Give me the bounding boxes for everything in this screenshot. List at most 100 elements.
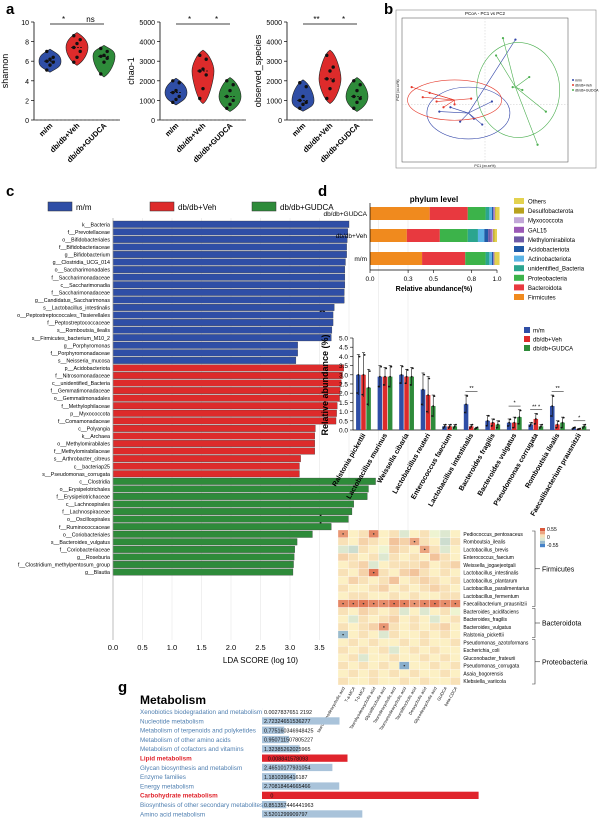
heatmap-cell xyxy=(419,560,430,569)
heatmap-cell xyxy=(419,584,430,593)
category-label: Xenobiotics biodegradation and metabolis… xyxy=(140,709,262,716)
data-point xyxy=(352,106,356,110)
legend-label: unidentified_Bacteria xyxy=(528,267,585,273)
data-point xyxy=(400,373,403,376)
heatmap-cell xyxy=(450,622,461,631)
sig-marker xyxy=(342,533,344,535)
data-point xyxy=(171,90,175,95)
heatmap-cell xyxy=(450,591,461,600)
y-tick-label: 4.0 xyxy=(339,354,348,361)
x-tick-label: m/m xyxy=(37,121,55,139)
stack-segment xyxy=(493,207,495,220)
metabolism-bar xyxy=(262,726,285,734)
lda-bar xyxy=(112,266,346,274)
legend-label: Acidobacteriota xyxy=(528,248,570,254)
bar-label: k__Bacteria xyxy=(82,222,110,228)
heatmap-cell xyxy=(409,622,420,631)
data-point xyxy=(498,420,500,423)
data-point xyxy=(45,49,49,54)
heatmap-cell xyxy=(419,638,430,647)
lda-bar xyxy=(112,424,316,432)
row-label: Escherichia_coli xyxy=(463,648,499,654)
y-axis-title: shannon xyxy=(0,54,10,89)
lda-bar xyxy=(112,538,298,546)
value-label: 0.008841578093 xyxy=(268,756,308,762)
stack-segment xyxy=(485,252,490,265)
heatmap-cell xyxy=(348,576,359,585)
group-label: Bacteroidota xyxy=(542,621,581,628)
sig-label: * xyxy=(215,15,218,24)
abundance-bar xyxy=(361,374,366,430)
data-point xyxy=(447,427,450,429)
sig-label: ns xyxy=(86,15,94,24)
data-point xyxy=(540,425,542,428)
legend-label: db/db+Veh xyxy=(533,338,562,344)
spider-line xyxy=(439,111,469,114)
lda-bar xyxy=(112,523,332,531)
bar-label: o__Gemmatimonadales xyxy=(54,396,111,402)
data-point xyxy=(448,425,451,428)
heatmap-cell xyxy=(399,576,410,585)
metabolism-bar xyxy=(262,773,296,781)
sig-marker xyxy=(372,602,375,605)
data-point xyxy=(201,86,205,91)
lda-bar xyxy=(112,409,337,417)
bar-label: c__Lachnospirales xyxy=(66,502,111,508)
data-point xyxy=(470,425,473,428)
heatmap-cell xyxy=(419,576,430,585)
data-point xyxy=(225,79,229,83)
heatmap-cell xyxy=(337,553,349,562)
heatmap-cell xyxy=(348,591,359,600)
legend-swatch xyxy=(514,255,524,262)
data-point xyxy=(555,426,558,429)
data-point xyxy=(463,411,466,414)
data-point xyxy=(99,72,103,76)
heatmap-cell xyxy=(358,646,369,655)
data-point xyxy=(493,418,495,421)
data-point xyxy=(538,427,541,429)
y-tick-label: 3.0 xyxy=(339,372,348,379)
data-point xyxy=(304,100,308,105)
spider-line xyxy=(443,99,455,108)
category-label: Amino acid metabolism xyxy=(140,811,205,818)
y-tick-label: 1000 xyxy=(139,98,155,105)
heatmap-cell xyxy=(337,677,349,686)
data-point xyxy=(531,421,533,424)
heatmap-cell xyxy=(368,584,379,593)
data-point xyxy=(356,392,359,394)
data-point xyxy=(465,403,467,406)
data-point xyxy=(428,91,431,94)
heatmap-cell xyxy=(388,677,400,686)
sig-label: * xyxy=(342,15,345,24)
lda-bar xyxy=(112,364,344,372)
legend-label: db/db+GUDCA xyxy=(280,203,334,212)
row-label: Ralstonia_pickettii xyxy=(463,633,503,639)
x-axis-title: Relative abundance(%) xyxy=(396,286,473,293)
heatmap-cell xyxy=(399,646,410,655)
bar-label: o__Oscillospirales xyxy=(67,517,110,523)
lda-bar xyxy=(112,432,315,440)
bar-label: p__Acidobacteriota xyxy=(65,366,110,372)
legend-swatch xyxy=(514,274,524,281)
bar-label: f__Coriobacteriaceae xyxy=(60,547,110,553)
heatmap-cell xyxy=(450,553,461,562)
lda-bar xyxy=(112,356,297,364)
data-point xyxy=(486,419,489,422)
bar-label: s__Bacteroides_vulgatus xyxy=(51,540,111,546)
data-point xyxy=(355,100,359,105)
row-label: Asaia_bogorensis xyxy=(463,671,503,677)
bar-label: s__Arthrobacter_citreus xyxy=(54,457,111,463)
category-label: m/m xyxy=(354,256,367,263)
row-label: Lactobacillus_intestinalis xyxy=(463,571,519,577)
lda-bar xyxy=(112,530,313,538)
violin-1 xyxy=(65,32,89,66)
bar-label: g__Porphyromonas xyxy=(64,343,111,349)
heatmap-cell xyxy=(358,529,369,538)
scale-step xyxy=(540,540,545,544)
bar-label: s__Romboutsia_ilealis xyxy=(57,328,110,334)
bar-label: o__Coriobacteriales xyxy=(63,532,110,538)
x-tick-label: Lactobacillus reuteri xyxy=(392,432,432,495)
heatmap-cell xyxy=(419,653,430,662)
heatmap-cell xyxy=(388,646,400,655)
